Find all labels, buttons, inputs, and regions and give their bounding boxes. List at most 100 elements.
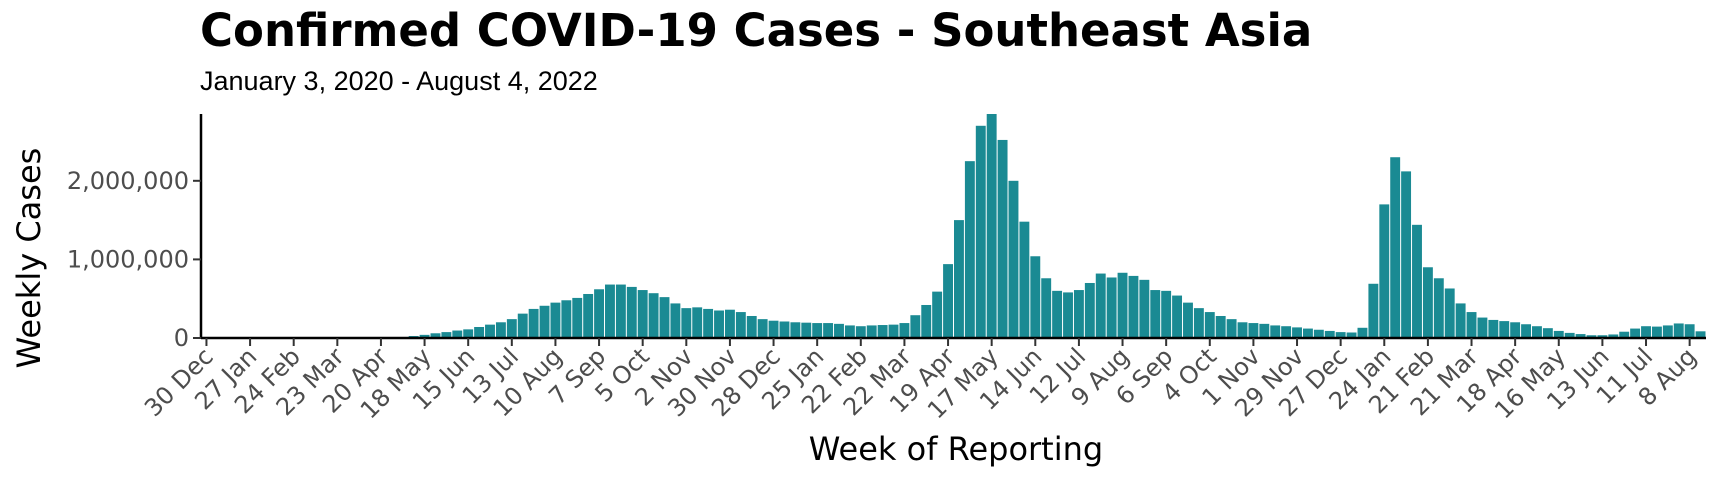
bar (1466, 312, 1477, 338)
bar (1128, 275, 1139, 338)
bar (1673, 323, 1684, 338)
bar (419, 334, 430, 338)
bar (1150, 290, 1161, 338)
bar (1041, 278, 1052, 338)
bar (1412, 224, 1422, 338)
bar (1313, 329, 1324, 338)
bar (844, 325, 855, 338)
bar (1586, 335, 1597, 338)
bar (1084, 282, 1095, 338)
bar (583, 293, 594, 338)
bar (855, 326, 866, 338)
bar (1477, 317, 1488, 338)
bar (1248, 323, 1259, 338)
bar (1641, 326, 1651, 338)
bar-series (386, 114, 1706, 338)
bar (1488, 319, 1499, 338)
bar (964, 161, 975, 338)
bar (1172, 295, 1183, 338)
bar (899, 323, 910, 338)
bar (1619, 331, 1630, 338)
bar (1521, 324, 1532, 338)
bar (921, 304, 932, 338)
y-axis: 0 1,000,000 2,000,000 (67, 114, 203, 352)
bar (1335, 332, 1346, 338)
chart-subtitle: January 3, 2020 - August 4, 2022 (200, 66, 598, 96)
bar (1575, 334, 1586, 338)
bar (506, 319, 517, 338)
bar (1281, 326, 1292, 338)
x-axis-title: Week of Reporting (809, 430, 1103, 468)
y-axis-title: Weekly Cases (10, 148, 48, 369)
bar (1302, 328, 1313, 338)
bar (1215, 315, 1226, 338)
bar (485, 324, 495, 338)
bar (1564, 332, 1575, 338)
bar (1357, 327, 1368, 338)
bar (692, 307, 703, 338)
bar (834, 323, 844, 338)
bar (1510, 322, 1521, 338)
bar (910, 315, 921, 338)
bar (1368, 283, 1379, 338)
y-tick-label: 0 (174, 324, 189, 352)
bar (1542, 328, 1553, 338)
bar (997, 139, 1008, 338)
bar (703, 308, 714, 338)
bar (1455, 303, 1466, 338)
bar (823, 323, 834, 338)
bar (1553, 330, 1564, 338)
bar (1183, 302, 1193, 338)
bar (1019, 221, 1030, 338)
bar (539, 305, 550, 338)
bar (724, 309, 735, 338)
bar (714, 310, 724, 338)
bar (1237, 322, 1248, 338)
bar (1390, 157, 1401, 338)
bar (441, 332, 452, 338)
bar (528, 308, 539, 338)
bar (735, 312, 746, 338)
bar (1106, 277, 1117, 338)
bar (954, 220, 964, 338)
bar (866, 325, 877, 338)
bar (517, 313, 528, 338)
bar (659, 297, 670, 338)
chart-title: Confirmed COVID-19 Cases - Southeast Asi… (200, 4, 1313, 57)
bar (1630, 328, 1641, 338)
bar (1597, 335, 1608, 338)
bar (452, 330, 463, 338)
bar (1095, 273, 1106, 338)
y-tick-label: 1,000,000 (67, 245, 189, 273)
bar (1662, 325, 1673, 338)
bar (637, 290, 648, 338)
bar (790, 322, 801, 338)
bar (1226, 319, 1237, 338)
bar (986, 114, 997, 338)
bar (1422, 267, 1433, 338)
bar (1346, 332, 1357, 338)
bar (888, 324, 899, 338)
bar (1052, 290, 1063, 338)
bar (605, 284, 615, 338)
bar (594, 289, 605, 338)
bar (561, 300, 572, 338)
bar (1161, 290, 1172, 338)
bar (1379, 204, 1390, 338)
bar (1433, 278, 1444, 338)
bar (812, 323, 823, 338)
bar (1117, 272, 1128, 338)
bar (1030, 256, 1041, 338)
bar (572, 297, 583, 338)
bar (1259, 323, 1270, 338)
bar (1651, 326, 1662, 338)
bar (495, 322, 506, 338)
bar (1292, 327, 1302, 338)
bar (626, 286, 637, 338)
bar (1270, 325, 1281, 338)
bar (615, 284, 626, 338)
bar (430, 333, 441, 338)
bar (943, 264, 953, 338)
y-tick-label: 2,000,000 (67, 167, 189, 195)
